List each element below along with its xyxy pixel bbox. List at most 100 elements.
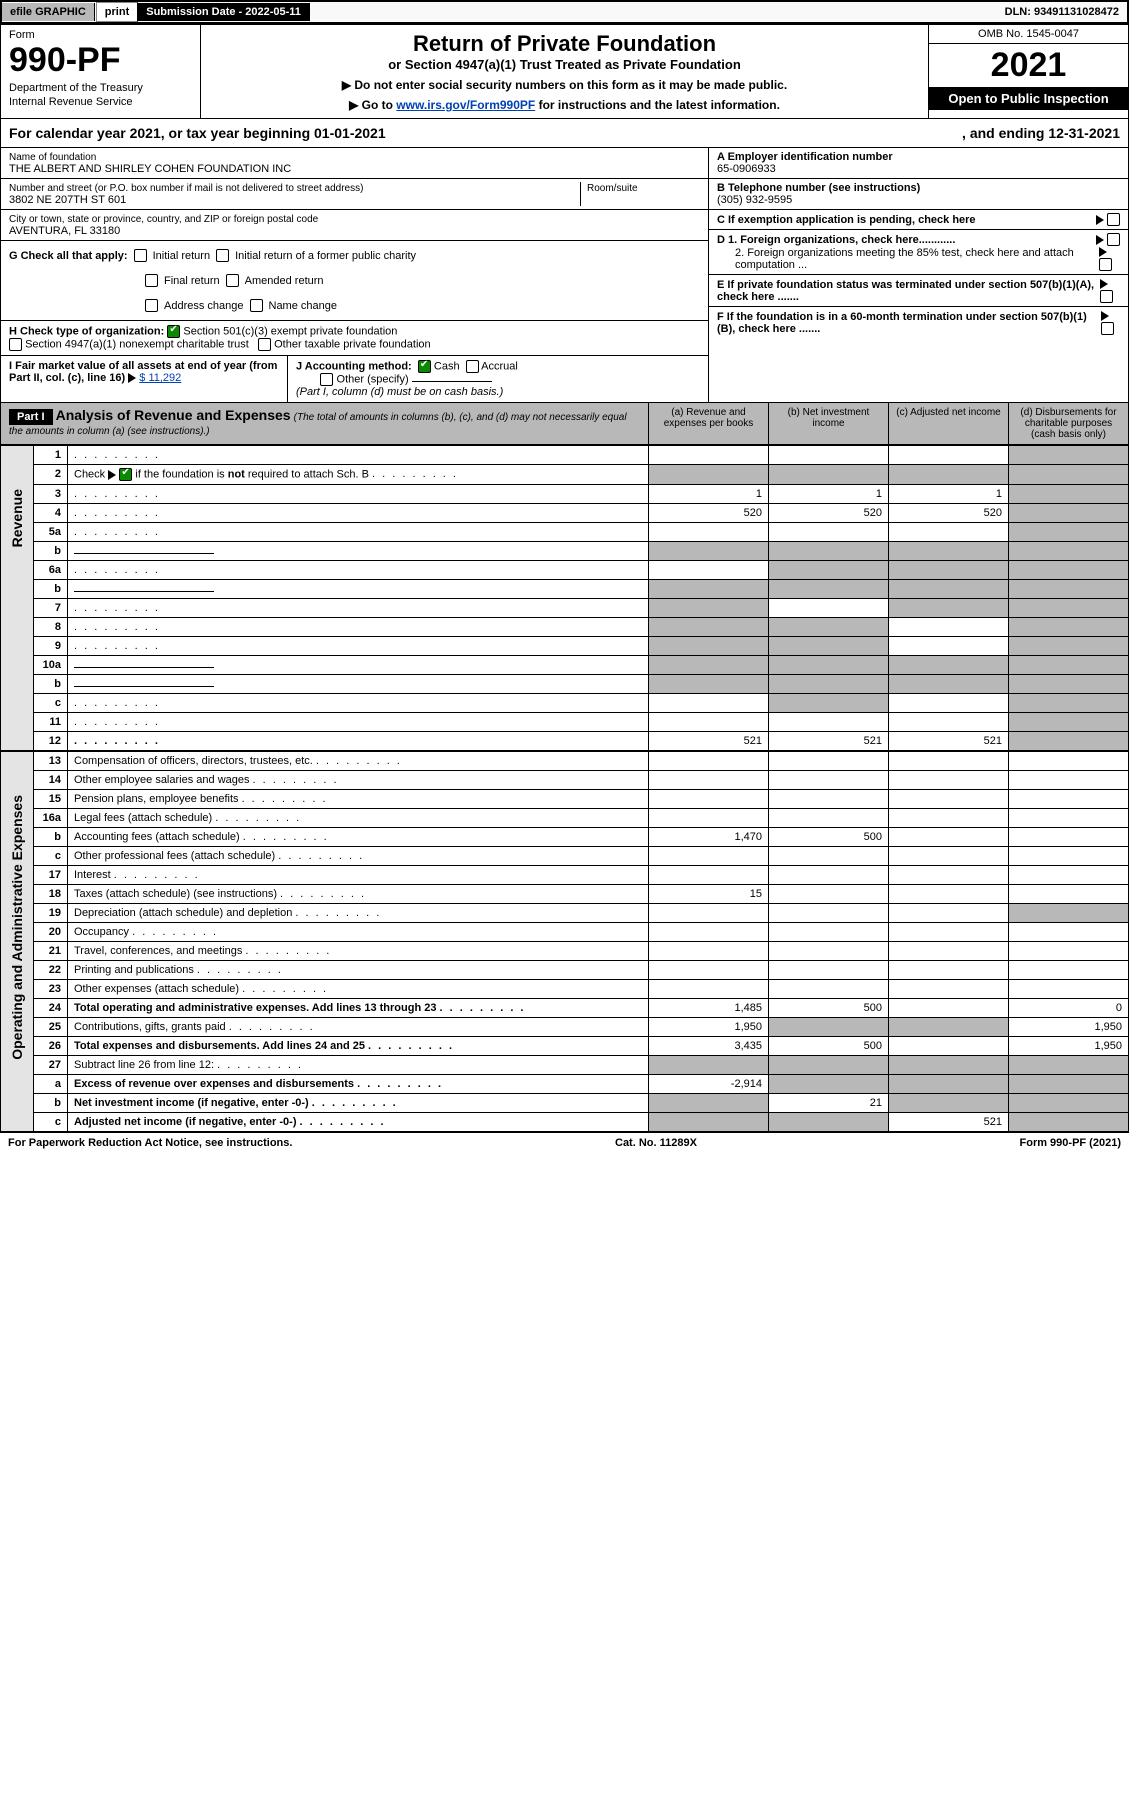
checkbox-other-taxable[interactable] <box>258 338 271 351</box>
col-a-value: 1,485 <box>649 999 769 1018</box>
col-a-value <box>649 1113 769 1132</box>
addr-label: Number and street (or P.O. box number if… <box>9 183 363 194</box>
col-c-header: (c) Adjusted net income <box>888 403 1008 444</box>
col-b-value <box>769 446 889 465</box>
form-number: 990-PF <box>9 41 192 80</box>
col-d-value <box>1009 1113 1129 1132</box>
line-desc: Contributions, gifts, grants paid <box>68 1018 649 1037</box>
instr-pre: ▶ Go to <box>349 98 396 112</box>
col-c-value <box>889 618 1009 637</box>
table-row: 12 521521521 <box>1 732 1129 751</box>
col-a-value: 521 <box>649 732 769 751</box>
checkbox-initial-return[interactable] <box>134 249 147 262</box>
col-c-value <box>889 1056 1009 1075</box>
col-c-value <box>889 828 1009 847</box>
col-c-value: 1 <box>889 485 1009 504</box>
checkbox-amended[interactable] <box>226 274 239 287</box>
checkbox-accrual[interactable] <box>466 360 479 373</box>
col-a-value: 15 <box>649 885 769 904</box>
col-d-value <box>1009 523 1129 542</box>
col-d-value <box>1009 485 1129 504</box>
instr-link-row: ▶ Go to www.irs.gov/Form990PF for instru… <box>213 98 916 112</box>
line-number: b <box>34 675 68 694</box>
col-c-value <box>889 1094 1009 1113</box>
line-desc: Other expenses (attach schedule) <box>68 980 649 999</box>
checkbox-cash[interactable] <box>418 360 431 373</box>
omb-number: OMB No. 1545-0047 <box>929 25 1128 44</box>
checkbox-60month[interactable] <box>1101 322 1114 335</box>
table-row: cOther professional fees (attach schedul… <box>1 847 1129 866</box>
line-desc: Occupancy <box>68 923 649 942</box>
checkbox-status-terminated[interactable] <box>1100 290 1113 303</box>
footer-right: Form 990-PF (2021) <box>1020 1137 1121 1149</box>
j-accrual: Accrual <box>481 360 518 372</box>
checkbox-initial-former[interactable] <box>216 249 229 262</box>
col-d-value <box>1009 618 1129 637</box>
line-desc: Total expenses and disbursements. Add li… <box>68 1037 649 1056</box>
col-d-value <box>1009 1075 1129 1094</box>
table-row: 23Other expenses (attach schedule) <box>1 980 1129 999</box>
col-d-value <box>1009 847 1129 866</box>
line-desc <box>68 542 649 561</box>
col-a-value <box>649 790 769 809</box>
table-row: 2Check if the foundation is not required… <box>1 465 1129 485</box>
col-d-value <box>1009 790 1129 809</box>
line-number: 20 <box>34 923 68 942</box>
efile-button[interactable]: efile GRAPHIC <box>2 3 95 21</box>
j-note: (Part I, column (d) must be on cash basi… <box>296 386 503 398</box>
checkbox-sch-b[interactable] <box>119 468 132 481</box>
checkbox-name-change[interactable] <box>250 299 263 312</box>
line-number: 15 <box>34 790 68 809</box>
irs-link[interactable]: www.irs.gov/Form990PF <box>396 98 535 112</box>
col-a-value <box>649 542 769 561</box>
line-desc: Adjusted net income (if negative, enter … <box>68 1113 649 1132</box>
checkbox-85pct[interactable] <box>1099 258 1112 271</box>
col-c-value <box>889 885 1009 904</box>
col-a-value <box>649 637 769 656</box>
part1-header: Part I Analysis of Revenue and Expenses … <box>0 403 1129 445</box>
col-d-value <box>1009 1094 1129 1113</box>
col-b-value <box>769 599 889 618</box>
checkbox-foreign-org[interactable] <box>1107 233 1120 246</box>
table-row: 21Travel, conferences, and meetings <box>1 942 1129 961</box>
col-b-value <box>769 771 889 790</box>
checkbox-501c3[interactable] <box>167 325 180 338</box>
g-o5: Address change <box>164 300 244 312</box>
line-desc <box>68 713 649 732</box>
table-row: c <box>1 694 1129 713</box>
arrow-icon <box>1100 279 1108 289</box>
col-d-value <box>1009 504 1129 523</box>
checkbox-final-return[interactable] <box>145 274 158 287</box>
form-word: Form <box>9 29 192 41</box>
line-desc <box>68 523 649 542</box>
revenue-table: Revenue1 2Check if the foundation is not… <box>0 445 1129 751</box>
col-d-value <box>1009 885 1129 904</box>
col-d-value: 1,950 <box>1009 1018 1129 1037</box>
col-a-header: (a) Revenue and expenses per books <box>648 403 768 444</box>
col-a-value: 1 <box>649 485 769 504</box>
checkbox-4947a1[interactable] <box>9 338 22 351</box>
line-number: b <box>34 542 68 561</box>
col-c-value <box>889 523 1009 542</box>
checkbox-addr-change[interactable] <box>145 299 158 312</box>
line-number: 11 <box>34 713 68 732</box>
line-number: 6a <box>34 561 68 580</box>
col-d-value <box>1009 580 1129 599</box>
line-number: 18 <box>34 885 68 904</box>
col-a-value <box>649 1094 769 1113</box>
checkbox-exemption-pending[interactable] <box>1107 213 1120 226</box>
col-c-value <box>889 809 1009 828</box>
col-a-value <box>649 694 769 713</box>
col-c-value <box>889 599 1009 618</box>
col-c-value <box>889 656 1009 675</box>
line-number: 26 <box>34 1037 68 1056</box>
col-c-value <box>889 1018 1009 1037</box>
checkbox-other-method[interactable] <box>320 373 333 386</box>
line-number: 23 <box>34 980 68 999</box>
g-row: G Check all that apply: Initial return I… <box>1 241 708 321</box>
col-b-value <box>769 885 889 904</box>
col-a-value <box>649 465 769 485</box>
col-d-value <box>1009 465 1129 485</box>
line-desc: Printing and publications <box>68 961 649 980</box>
print-button[interactable]: print <box>96 2 138 22</box>
